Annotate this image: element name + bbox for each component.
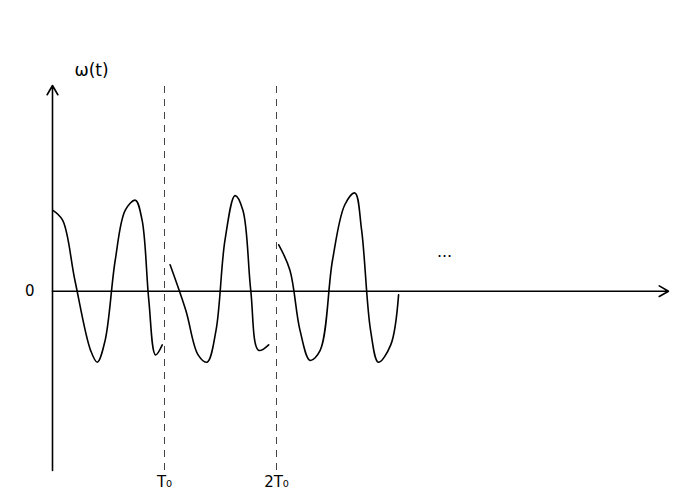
svg-text:ω(t): ω(t)	[75, 60, 109, 80]
svg-text:T₀: T₀	[156, 473, 172, 491]
svg-text:2T₀: 2T₀	[264, 473, 289, 491]
svg-text:...: ...	[437, 242, 452, 261]
svg-text:0: 0	[25, 282, 35, 300]
